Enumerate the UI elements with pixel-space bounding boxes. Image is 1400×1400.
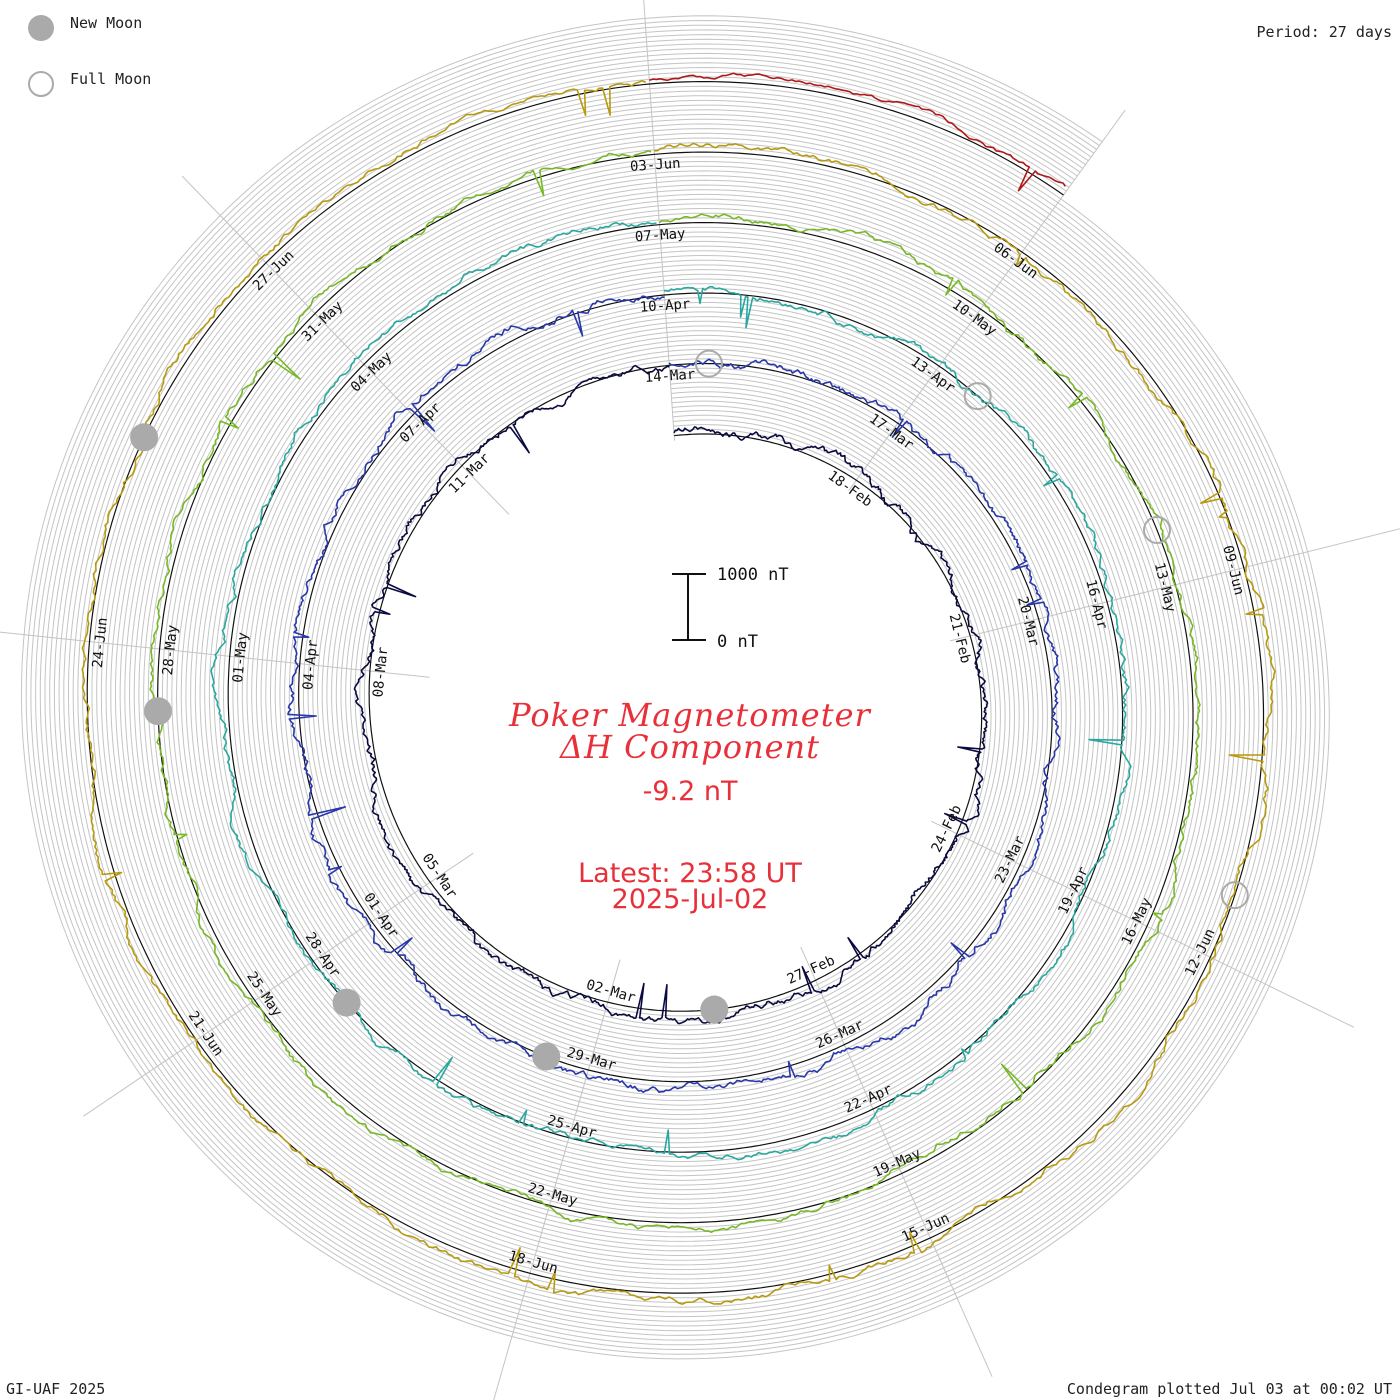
date-label: 31-May (299, 298, 346, 345)
date-label: 22-May (526, 1180, 579, 1209)
latest-date: 2025-Jul-02 (611, 884, 769, 915)
radial-spoke (0, 631, 430, 678)
full-moon-icon (28, 71, 54, 97)
radial-spoke (949, 528, 1400, 642)
new-moon-label: New Moon (70, 14, 143, 32)
date-label: 03-Jun (630, 156, 682, 175)
series-trace-6 (649, 72, 1066, 192)
series-trace-1 (353, 364, 989, 1025)
full-moon-label: Full Moon (70, 70, 152, 88)
date-label: 25-Apr (545, 1113, 598, 1142)
baseline-spiral (86, 80, 1265, 1294)
radial-spoke (930, 820, 1355, 1028)
radial-spoke (800, 946, 993, 1377)
guide-spiral (68, 62, 1283, 1313)
new-moon-marker (130, 423, 159, 452)
new-moon-icon (28, 15, 54, 41)
series-trace-2 (287, 295, 1061, 1093)
new-moon-marker (532, 1042, 561, 1071)
chart-title-line1: Poker Magnetometer (509, 696, 871, 734)
date-label: 09-Jun (1219, 544, 1247, 597)
series-trace-4 (149, 150, 1201, 1233)
scale-bar-min-label: 0 nT (717, 632, 758, 652)
radial-spoke (493, 959, 621, 1400)
date-label: 28-May (160, 624, 181, 676)
new-moon-marker (332, 988, 361, 1017)
date-label: 07-Apr (397, 400, 444, 447)
date-label: 08-Mar (370, 646, 391, 698)
footer-plot-time: Condegram plotted Jul 03 at 00:02 UT (1066, 1380, 1392, 1398)
full-moon-marker (694, 349, 723, 378)
scale-bar-max-label: 1000 nT (717, 565, 789, 585)
radial-spoke (181, 175, 510, 515)
new-moon-marker (700, 995, 729, 1024)
moon-markers (130, 349, 1249, 1071)
date-label: 07-May (634, 226, 686, 245)
scale-bar: 1000 nT 0 nT (672, 565, 789, 652)
date-label: 21-Feb (946, 612, 974, 665)
period-label: Period: 27 days (1256, 23, 1392, 41)
date-label: 16-Apr (1082, 578, 1110, 631)
date-label: 04-Apr (300, 639, 321, 691)
date-label: 14-Mar (644, 367, 696, 386)
guide-spiral (72, 66, 1279, 1308)
radial-spoke (643, 0, 675, 441)
date-label: 24-Feb (929, 803, 966, 855)
chart-title-line2: ΔH Component (559, 728, 821, 766)
full-moon-marker (963, 382, 992, 411)
date-label: 29-Mar (565, 1045, 618, 1074)
latest-value: -9.2 nT (642, 776, 738, 807)
date-label: 12-Jun (1182, 926, 1219, 978)
guide-spiral (58, 52, 1293, 1322)
radial-spoke (83, 852, 474, 1117)
date-label: 10-Apr (639, 296, 691, 315)
latest-time: Latest: 23:58 UT (578, 858, 802, 889)
new-moon-marker (144, 697, 172, 726)
date-label: 01-May (230, 632, 251, 684)
series-trace-3 (210, 221, 1132, 1161)
full-moon-marker (1143, 516, 1171, 544)
footer-credit: GI-UAF 2025 (6, 1380, 106, 1398)
radial-spoke (848, 109, 1126, 491)
date-label: 24-Jun (90, 617, 111, 669)
full-moon-marker (1220, 881, 1249, 910)
